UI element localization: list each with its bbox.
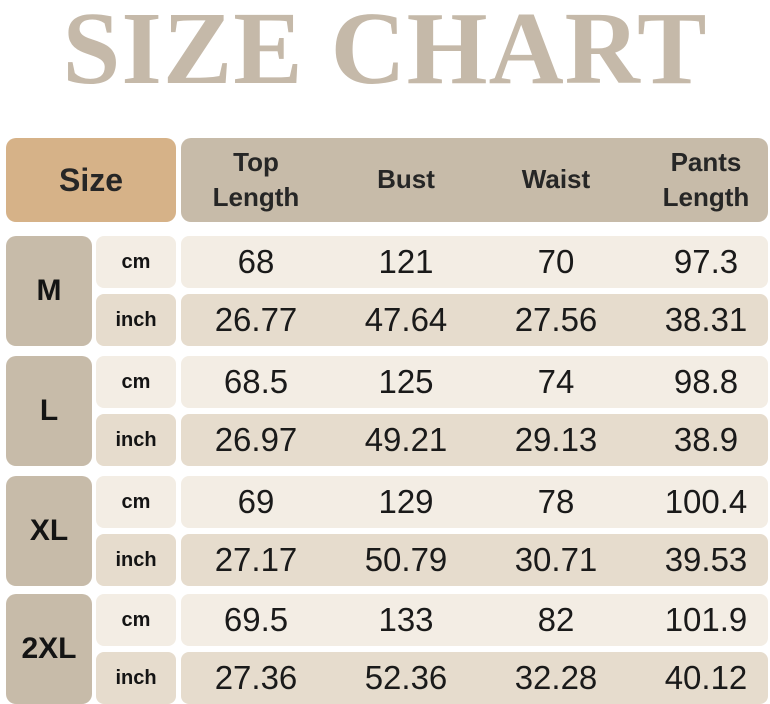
unit-label: cm: [96, 236, 176, 288]
value-cell: 40.12: [664, 659, 748, 696]
unit-label: cm: [96, 476, 176, 528]
value-cell: 52.36: [364, 659, 448, 696]
value-cell: 27.17: [214, 541, 298, 578]
size-label-l: L: [6, 356, 92, 466]
value-cell: 49.21: [364, 421, 448, 458]
header-top-length: Top Length: [212, 146, 300, 212]
value-cell: 38.31: [664, 301, 748, 338]
value-cell: 82: [537, 601, 575, 638]
size-label-2xl: 2XL: [6, 594, 92, 704]
value-cell: 50.79: [364, 541, 448, 578]
value-cell: 27.36: [214, 659, 298, 696]
value-cell: 38.9: [673, 421, 739, 458]
value-cell: 32.28: [514, 659, 598, 696]
table-row: [181, 534, 768, 586]
header-band: [181, 138, 768, 222]
table-row: [181, 414, 768, 466]
value-cell: 70: [537, 243, 575, 280]
unit-label: cm: [96, 356, 176, 408]
value-cell: 78: [537, 483, 575, 520]
table-row: [181, 594, 768, 646]
value-cell: 26.97: [214, 421, 298, 458]
table-row: [181, 476, 768, 528]
table-row: [181, 294, 768, 346]
value-cell: 26.77: [214, 301, 298, 338]
value-cell: 74: [537, 363, 575, 400]
value-cell: 30.71: [514, 541, 598, 578]
value-cell: 47.64: [364, 301, 448, 338]
value-cell: 68.5: [223, 363, 289, 400]
value-cell: 121: [378, 243, 434, 280]
size-label-xl: XL: [6, 476, 92, 586]
value-cell: 69: [237, 483, 275, 520]
value-cell: 29.13: [514, 421, 598, 458]
value-cell: 125: [378, 363, 434, 400]
value-cell: 27.56: [514, 301, 598, 338]
size-label-m: M: [6, 236, 92, 346]
value-cell: 133: [378, 601, 434, 638]
value-cell: 101.9: [664, 601, 748, 638]
value-cell: 68: [237, 243, 275, 280]
unit-label: cm: [96, 594, 176, 646]
unit-label: inch: [96, 294, 176, 346]
value-cell: 98.8: [673, 363, 739, 400]
value-cell: 69.5: [223, 601, 289, 638]
page-title: SIZE CHART: [62, 0, 708, 106]
header-pants-length: Pants Length: [662, 146, 750, 212]
table-row: [181, 652, 768, 704]
unit-label: inch: [96, 414, 176, 466]
value-cell: 97.3: [673, 243, 739, 280]
header-size: Size: [6, 138, 176, 222]
value-cell: 100.4: [664, 483, 748, 520]
value-cell: 39.53: [664, 541, 748, 578]
header-waist: Waist: [521, 164, 591, 195]
table-row: [181, 356, 768, 408]
header-bust: Bust: [377, 164, 435, 195]
unit-label: inch: [96, 652, 176, 704]
table-row: [181, 236, 768, 288]
value-cell: 129: [378, 483, 434, 520]
unit-label: inch: [96, 534, 176, 586]
